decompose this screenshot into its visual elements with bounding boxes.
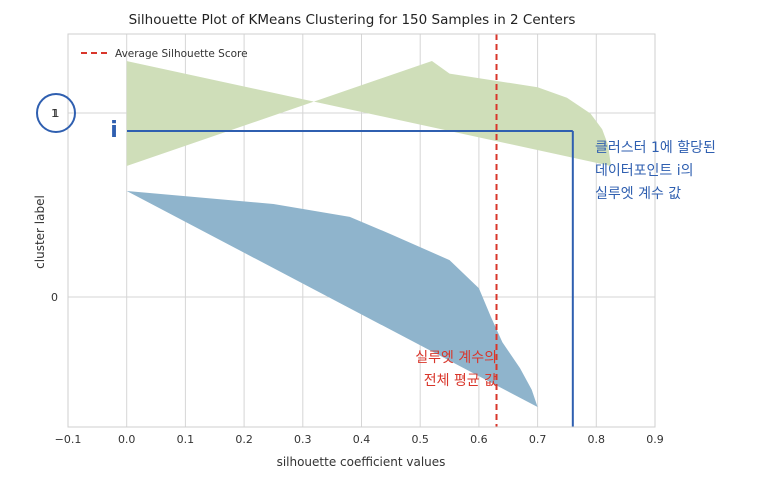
x-tick-label: 0.5 — [411, 433, 429, 446]
blue-text-line-3: 실루엣 계수 값 — [595, 186, 681, 202]
silhouette-cluster-0 — [126, 191, 538, 407]
highlight-circle — [36, 93, 76, 133]
x-tick-label: 0.6 — [470, 433, 488, 446]
red-annotation-text: 실루엣 계수의 전체 평균 값 — [415, 350, 497, 389]
legend-average-label: Average Silhouette Score — [115, 48, 248, 60]
x-tick-label: 0.8 — [588, 433, 606, 446]
x-tick-label: 0.9 — [646, 433, 664, 446]
red-text-line-1: 실루엣 계수의 — [415, 350, 497, 366]
x-tick-label: 0.1 — [177, 433, 195, 446]
y-axis-label: cluster label — [33, 195, 47, 269]
silhouette-cluster-1 — [126, 61, 611, 166]
chart-title: Silhouette Plot of KMeans Clustering for… — [129, 12, 576, 28]
x-tick-label: 0.2 — [235, 433, 253, 446]
annotation-overlay — [127, 34, 574, 427]
x-axis-label: silhouette coefficient values — [277, 455, 446, 469]
x-tick-label: 0.0 — [118, 433, 136, 446]
x-tick-label: 0.7 — [529, 433, 547, 446]
cluster-bars — [126, 61, 611, 407]
blue-text-line-2: 데이터포인트 i의 — [595, 163, 694, 179]
legend: Average Silhouette Score — [81, 48, 248, 60]
circle-label: 1 — [53, 107, 60, 120]
circle-annotation: 1 — [36, 93, 76, 133]
plot-frame — [67, 33, 656, 428]
y-tick-labels: 01 — [51, 107, 58, 304]
x-tick-label: 0.3 — [294, 433, 312, 446]
y-tick-label: 1 — [51, 107, 58, 120]
y-tick-label: 0 — [51, 291, 58, 304]
x-tick-label: −0.1 — [55, 433, 82, 446]
blue-annotation-text: 클러스터 1에 할당된 데이터포인트 i의 실루엣 계수 값 — [595, 140, 716, 202]
x-tick-label: 0.4 — [353, 433, 371, 446]
x-tick-labels: −0.1 0.0 0.1 0.2 0.3 0.4 0.5 0.6 0.7 0.8 0.9 — [55, 433, 664, 446]
red-text-line-2: 전체 평균 값 — [424, 373, 497, 389]
point-i-label: i — [110, 118, 118, 143]
blue-text-line-1: 클러스터 1에 할당된 — [595, 140, 716, 156]
